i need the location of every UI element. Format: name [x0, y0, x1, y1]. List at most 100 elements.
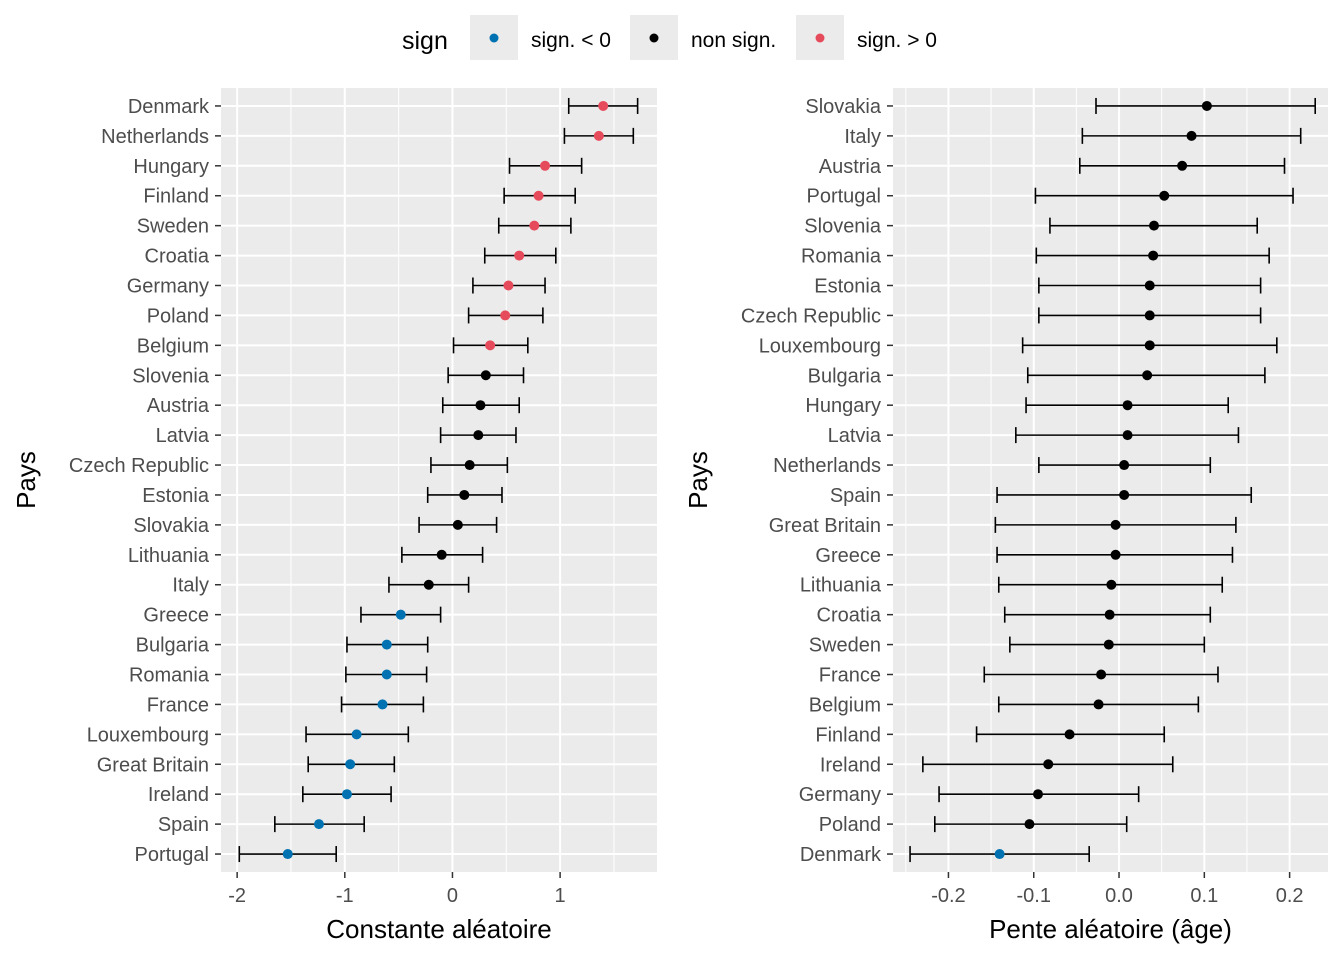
- y-tick-label: Poland: [147, 305, 209, 327]
- legend-title: sign: [402, 27, 448, 55]
- x-tick-label: -0.2: [931, 885, 965, 907]
- legend-point-neg: [489, 33, 499, 43]
- y-tick-label: Netherlands: [101, 126, 209, 148]
- y-tick-label: Greece: [815, 545, 881, 567]
- y-tick-label: Croatia: [145, 246, 210, 268]
- y-tick-label: Estonia: [814, 275, 882, 297]
- x-tick-label: 0.1: [1190, 885, 1218, 907]
- estimate-point: [1024, 819, 1035, 830]
- estimate-point: [540, 160, 551, 171]
- y-tick-label: Netherlands: [773, 455, 881, 477]
- estimate-point: [533, 190, 544, 201]
- estimate-point: [598, 100, 609, 111]
- legend-item-neg: sign. < 0: [470, 15, 611, 60]
- y-tick-label: Great Britain: [769, 515, 881, 537]
- estimate-point: [381, 639, 392, 650]
- estimate-point: [313, 819, 324, 830]
- y-tick-label: Spain: [158, 814, 209, 836]
- right-panel: -0.2 -0.1 0.0 0.1 0.2 Slovakia Italy Austria Por…: [683, 88, 1328, 944]
- estimate-point: [1148, 250, 1159, 261]
- estimate-point: [1110, 549, 1121, 560]
- y-tick-label: Denmark: [800, 844, 882, 866]
- estimate-point: [1144, 310, 1155, 321]
- y-tick-label: Slovenia: [132, 365, 210, 387]
- estimate-point: [377, 699, 388, 710]
- y-tick-label: Ireland: [820, 754, 881, 776]
- y-tick-label: Bulgaria: [808, 365, 882, 387]
- estimate-point: [1110, 519, 1121, 530]
- y-tick-label: Austria: [819, 156, 882, 178]
- estimate-point: [341, 789, 352, 800]
- y-tick-label: France: [147, 694, 209, 716]
- y-tick-label: Czech Republic: [741, 305, 881, 327]
- y-tick-label: Hungary: [133, 156, 209, 178]
- y-tick-label: Romania: [801, 246, 882, 268]
- estimate-point: [593, 130, 604, 141]
- y-tick-label: Slovakia: [133, 515, 209, 537]
- x-tick-label: -0.1: [1017, 885, 1051, 907]
- estimate-point: [529, 220, 540, 231]
- y-tick-label: Denmark: [128, 96, 210, 118]
- x-tick-label: -1: [336, 885, 354, 907]
- estimate-point: [351, 729, 362, 740]
- y-tick-label: Finland: [815, 724, 881, 746]
- estimate-point: [1119, 460, 1130, 471]
- x-axis-title: Constante aléatoire: [326, 914, 551, 944]
- y-tick-label: Ireland: [148, 784, 209, 806]
- y-axis-title: Pays: [11, 451, 41, 509]
- y-tick-label: Spain: [830, 485, 881, 507]
- y-tick-label: Louxembourg: [87, 724, 209, 746]
- y-tick-label: Portugal: [135, 844, 210, 866]
- legend-label-pos: sign. > 0: [857, 29, 937, 52]
- estimate-point: [1064, 729, 1075, 740]
- y-axis-title: Pays: [683, 451, 713, 509]
- y-tick-label: Lithuania: [800, 575, 882, 597]
- y-tick-label: Croatia: [817, 605, 882, 627]
- estimate-point: [1104, 609, 1115, 620]
- legend-point-ns: [649, 33, 659, 43]
- y-tick-label: Czech Republic: [69, 455, 209, 477]
- estimate-point: [459, 489, 470, 500]
- y-tick-label: Louxembourg: [759, 335, 881, 357]
- y-tick-label: Latvia: [156, 425, 210, 447]
- y-tick-label: Greece: [143, 605, 209, 627]
- estimate-point: [1177, 160, 1188, 171]
- estimate-point: [1201, 100, 1212, 111]
- y-tick-label: Latvia: [828, 425, 882, 447]
- y-tick-label: Poland: [819, 814, 881, 836]
- estimate-point: [1149, 220, 1159, 231]
- estimate-point: [485, 340, 496, 351]
- y-tick-label: Sweden: [809, 635, 881, 657]
- estimate-point: [1096, 669, 1107, 680]
- estimate-point: [480, 370, 491, 381]
- left-panel: -2 -1 0 1 Denmark Netherlands Hungary Finland Sw…: [11, 88, 657, 944]
- estimate-point: [1144, 280, 1155, 291]
- legend-label-ns: non sign.: [691, 29, 776, 52]
- y-tick-label: Lithuania: [128, 545, 210, 567]
- y-tick-label: Slovakia: [805, 96, 881, 118]
- estimate-point: [475, 400, 486, 411]
- estimate-point: [1186, 130, 1197, 141]
- y-tick-label: Italy: [844, 126, 881, 148]
- estimate-point: [1122, 430, 1133, 441]
- y-tick-label: Germany: [799, 784, 881, 806]
- y-tick-label: Italy: [172, 575, 209, 597]
- estimate-point: [282, 849, 293, 860]
- estimate-point: [345, 759, 356, 770]
- estimate-point: [1033, 789, 1043, 800]
- y-tick-label: Sweden: [137, 216, 209, 238]
- estimate-point: [1144, 340, 1155, 351]
- x-tick-label: -2: [228, 885, 246, 907]
- estimate-point: [1122, 400, 1133, 411]
- y-tick-label: Slovenia: [804, 216, 882, 238]
- y-tick-label: Bulgaria: [136, 635, 210, 657]
- estimate-point: [1043, 759, 1054, 770]
- estimate-point: [473, 430, 484, 441]
- y-tick-label: Austria: [147, 395, 210, 417]
- estimate-point: [1142, 370, 1153, 381]
- estimate-point: [1093, 699, 1104, 710]
- estimate-point: [436, 549, 447, 560]
- y-tick-label: Great Britain: [97, 754, 209, 776]
